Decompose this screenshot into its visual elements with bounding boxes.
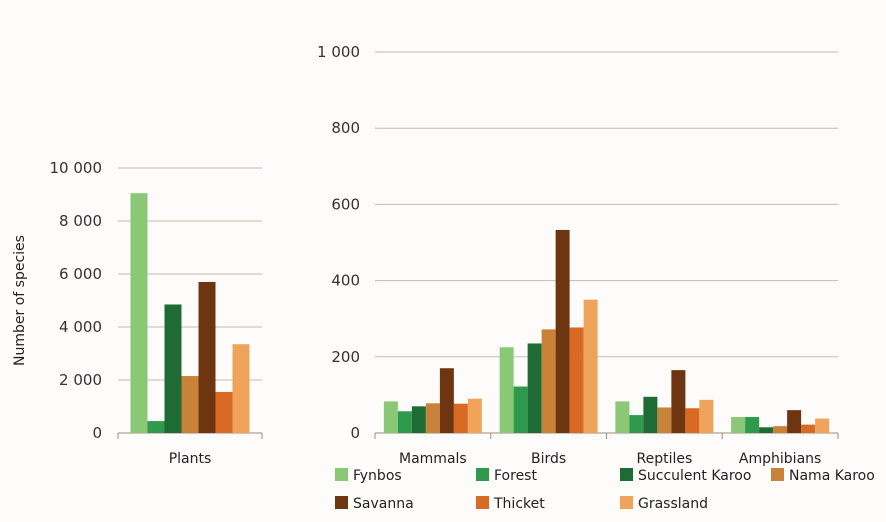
- legend-label: Grassland: [638, 496, 708, 512]
- category-label: Reptiles: [636, 451, 692, 467]
- legend: Fynbos Forest Succulent Karoo Nama Karoo Sav…: [335, 468, 875, 512]
- legend-label: Fynbos: [353, 468, 402, 484]
- bar: [815, 418, 830, 433]
- category-label: Birds: [531, 451, 566, 467]
- legend-swatch: [476, 468, 489, 481]
- legend-swatch: [335, 468, 348, 481]
- fauna-chart: 0 200 400 600 800 1 000 Mammals Birds Reptiles Am…: [317, 43, 839, 467]
- category-label: Mammals: [399, 451, 467, 467]
- bar: [467, 398, 482, 433]
- y-tick-label: 0: [92, 424, 102, 442]
- bar: [164, 304, 182, 433]
- legend-item: Fynbos: [335, 468, 402, 484]
- bar: [643, 396, 658, 433]
- y-axis-label: Number of species: [12, 235, 28, 366]
- bar: [215, 391, 233, 433]
- bar: [130, 193, 148, 433]
- plants-chart: 0 2 000 4 000 6 000 8 000 10 000 Plants Number …: [12, 159, 263, 467]
- legend-swatch: [771, 468, 784, 481]
- legend-item: Succulent Karoo: [620, 468, 751, 484]
- legend-swatch: [476, 496, 489, 509]
- category-label: Plants: [169, 451, 212, 467]
- bar: [787, 410, 802, 433]
- legend-swatch: [620, 496, 633, 509]
- bar: [411, 406, 426, 433]
- bar: [383, 401, 398, 433]
- bar: [439, 368, 454, 433]
- legend-label: Thicket: [493, 496, 545, 512]
- bar: [499, 347, 514, 433]
- bar: [731, 416, 746, 433]
- bar: [555, 229, 570, 433]
- bar: [583, 299, 598, 433]
- y-tick-label: 8 000: [59, 212, 102, 230]
- legend-label: Savanna: [353, 496, 414, 512]
- legend-item: Thicket: [476, 496, 545, 512]
- y-tick-label: 400: [331, 272, 360, 290]
- bar: [147, 421, 165, 433]
- y-tick-label: 4 000: [59, 318, 102, 336]
- y-tick-label: 2 000: [59, 371, 102, 389]
- y-tick-label: 200: [331, 348, 360, 366]
- bar: [745, 416, 760, 433]
- bar: [699, 399, 714, 433]
- y-tick-label: 6 000: [59, 265, 102, 283]
- legend-label: Forest: [494, 468, 537, 484]
- bar: [397, 411, 412, 433]
- bar: [425, 403, 440, 433]
- bar: [685, 408, 700, 433]
- bar: [629, 415, 644, 433]
- bar: [657, 407, 672, 433]
- bar: [181, 376, 199, 433]
- bar: [198, 281, 216, 433]
- bar: [453, 403, 468, 433]
- bar: [615, 401, 630, 433]
- y-tick-label: 10 000: [50, 159, 103, 177]
- legend-item: Nama Karoo: [771, 468, 875, 484]
- legend-item: Forest: [476, 468, 537, 484]
- bar: [513, 386, 528, 433]
- category-label: Amphibians: [739, 451, 821, 467]
- legend-swatch: [335, 496, 348, 509]
- bar: [773, 426, 788, 433]
- bar: [759, 427, 774, 433]
- y-tick-label: 600: [331, 195, 360, 213]
- bar: [232, 344, 250, 433]
- y-tick-label: 800: [331, 119, 360, 137]
- y-tick-label: 0: [350, 424, 360, 442]
- bar: [541, 329, 556, 433]
- bar: [801, 424, 816, 433]
- bar: [569, 327, 584, 433]
- legend-label: Nama Karoo: [789, 468, 875, 484]
- bar: [527, 343, 542, 433]
- legend-item: Savanna: [335, 496, 414, 512]
- bar: [671, 370, 686, 433]
- y-tick-label: 1 000: [317, 43, 360, 61]
- legend-swatch: [620, 468, 633, 481]
- legend-label: Succulent Karoo: [638, 468, 751, 484]
- legend-item: Grassland: [620, 496, 708, 512]
